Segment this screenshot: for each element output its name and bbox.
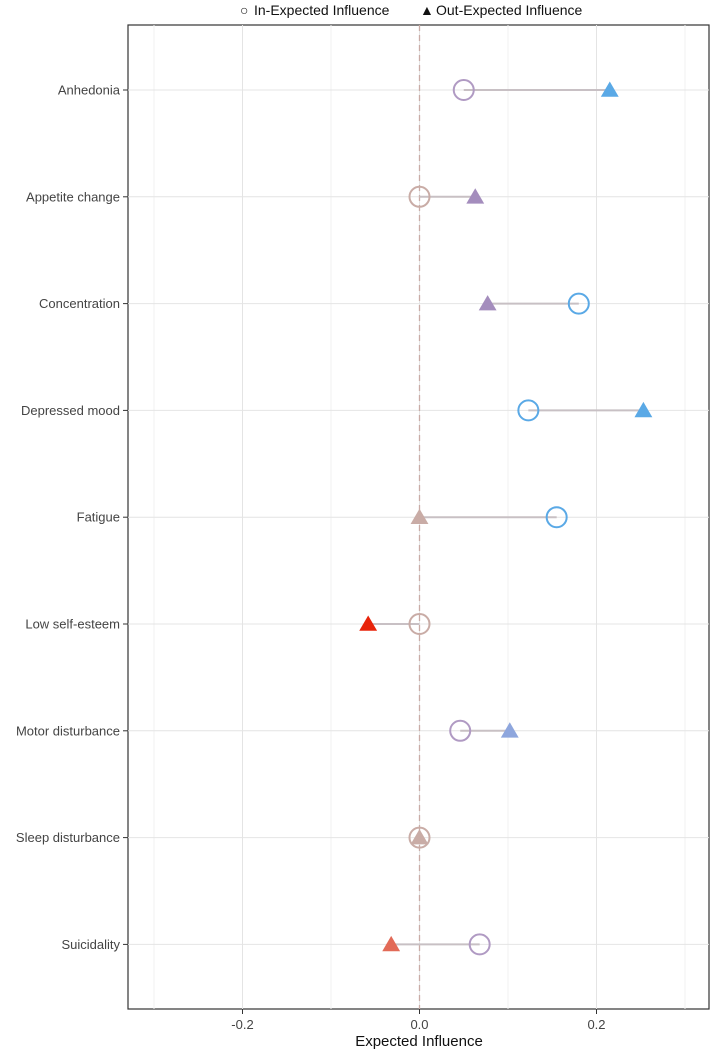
x-tick-label: 0.0 — [410, 1017, 428, 1032]
x-axis-title: Expected Influence — [355, 1033, 483, 1050]
x-tick-label: 0.2 — [587, 1017, 605, 1032]
in-expected-influence-point — [567, 292, 590, 315]
category-labels: Anhedonia Appetite change Concentration Dep… — [16, 83, 128, 952]
legend-in-symbol: ○ — [240, 2, 248, 18]
in-expected-influence-point — [408, 826, 431, 849]
legend-out-label: Out-Expected Influence — [436, 2, 583, 18]
category-label: Suicidality — [61, 937, 120, 952]
category-label: Motor disturbance — [16, 723, 120, 738]
out-expected-influence-point — [500, 722, 519, 738]
category-label: Depressed mood — [21, 403, 120, 418]
in-expected-influence-point — [545, 506, 568, 529]
out-expected-influence-point — [634, 401, 653, 418]
out-expected-influence-point — [359, 615, 378, 631]
category-label: Sleep disturbance — [16, 830, 120, 845]
x-tick-labels: -0.2 0.0 0.2 — [231, 1009, 606, 1032]
out-expected-influence-point — [410, 508, 429, 524]
category-label: Low self-esteem — [25, 617, 120, 632]
legend-in-label: In-Expected Influence — [254, 2, 390, 18]
out-expected-influence-point — [600, 81, 619, 97]
category-label: Appetite change — [26, 189, 120, 204]
category-label: Fatigue — [77, 510, 120, 525]
x-tick-label: -0.2 — [231, 1017, 253, 1032]
category-label: Anhedonia — [58, 83, 121, 98]
out-expected-influence-point — [382, 935, 401, 952]
out-expected-influence-point — [410, 829, 429, 845]
in-expected-influence-point — [408, 613, 431, 635]
in-expected-influence-point — [468, 933, 491, 956]
legend: ○ In-Expected Influence ▲ Out-Expected I… — [240, 2, 583, 18]
category-label: Concentration — [39, 296, 120, 311]
in-expected-influence-point — [408, 185, 431, 208]
data-marks — [359, 79, 653, 956]
in-expected-influence-point — [452, 79, 475, 101]
connectors — [368, 89, 644, 946]
out-expected-influence-point — [466, 188, 485, 204]
out-expected-influence-point — [478, 295, 497, 311]
in-expected-influence-point — [517, 399, 540, 422]
legend-out-symbol: ▲ — [420, 2, 434, 18]
in-expected-influence-point — [449, 719, 472, 742]
